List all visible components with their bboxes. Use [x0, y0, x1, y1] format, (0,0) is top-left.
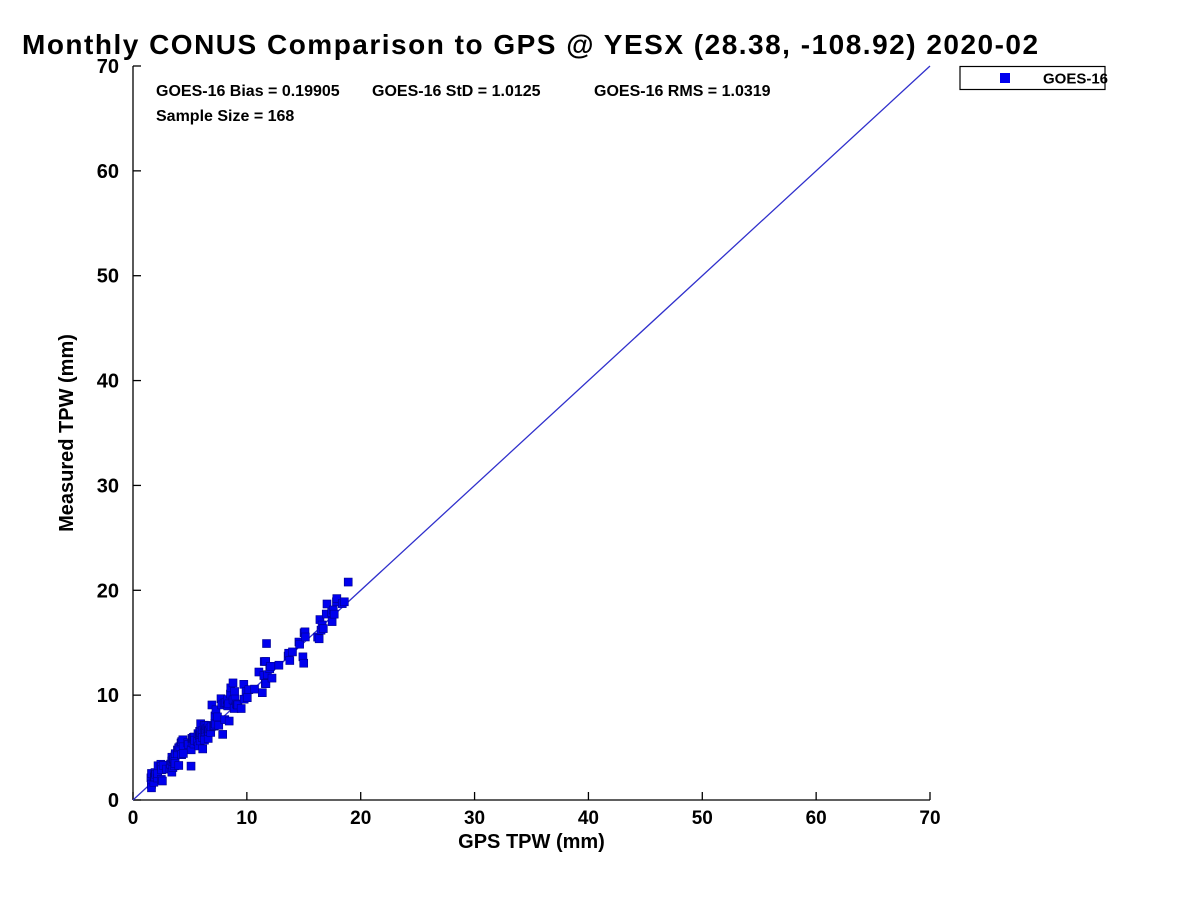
svg-text:GOES-16: GOES-16 [1043, 71, 1108, 88]
svg-text:70: 70 [919, 808, 940, 829]
svg-text:GOES-16 RMS = 1.0319: GOES-16 RMS = 1.0319 [594, 83, 771, 100]
svg-text:30: 30 [464, 808, 485, 829]
svg-text:0: 0 [128, 808, 139, 829]
svg-text:70: 70 [97, 56, 119, 78]
svg-text:Monthly CONUS Comparison to GP: Monthly CONUS Comparison to GPS @ YESX (… [22, 29, 1040, 60]
svg-text:40: 40 [97, 371, 119, 393]
svg-text:60: 60 [806, 808, 827, 829]
svg-text:Sample Size = 168: Sample Size = 168 [156, 108, 294, 125]
svg-text:50: 50 [692, 808, 713, 829]
svg-text:10: 10 [97, 685, 119, 707]
svg-text:60: 60 [97, 161, 119, 183]
svg-text:20: 20 [97, 580, 119, 602]
svg-text:10: 10 [236, 808, 257, 829]
svg-text:Measured TPW (mm): Measured TPW (mm) [56, 334, 78, 532]
svg-text:50: 50 [97, 266, 119, 288]
svg-text:0: 0 [108, 790, 119, 812]
svg-text:30: 30 [97, 475, 119, 497]
svg-text:GPS TPW (mm): GPS TPW (mm) [458, 831, 605, 853]
svg-text:GOES-16 Bias = 0.19905: GOES-16 Bias = 0.19905 [156, 83, 340, 100]
svg-text:GOES-16 StD = 1.0125: GOES-16 StD = 1.0125 [372, 83, 541, 100]
svg-text:40: 40 [578, 808, 599, 829]
svg-text:20: 20 [350, 808, 371, 829]
